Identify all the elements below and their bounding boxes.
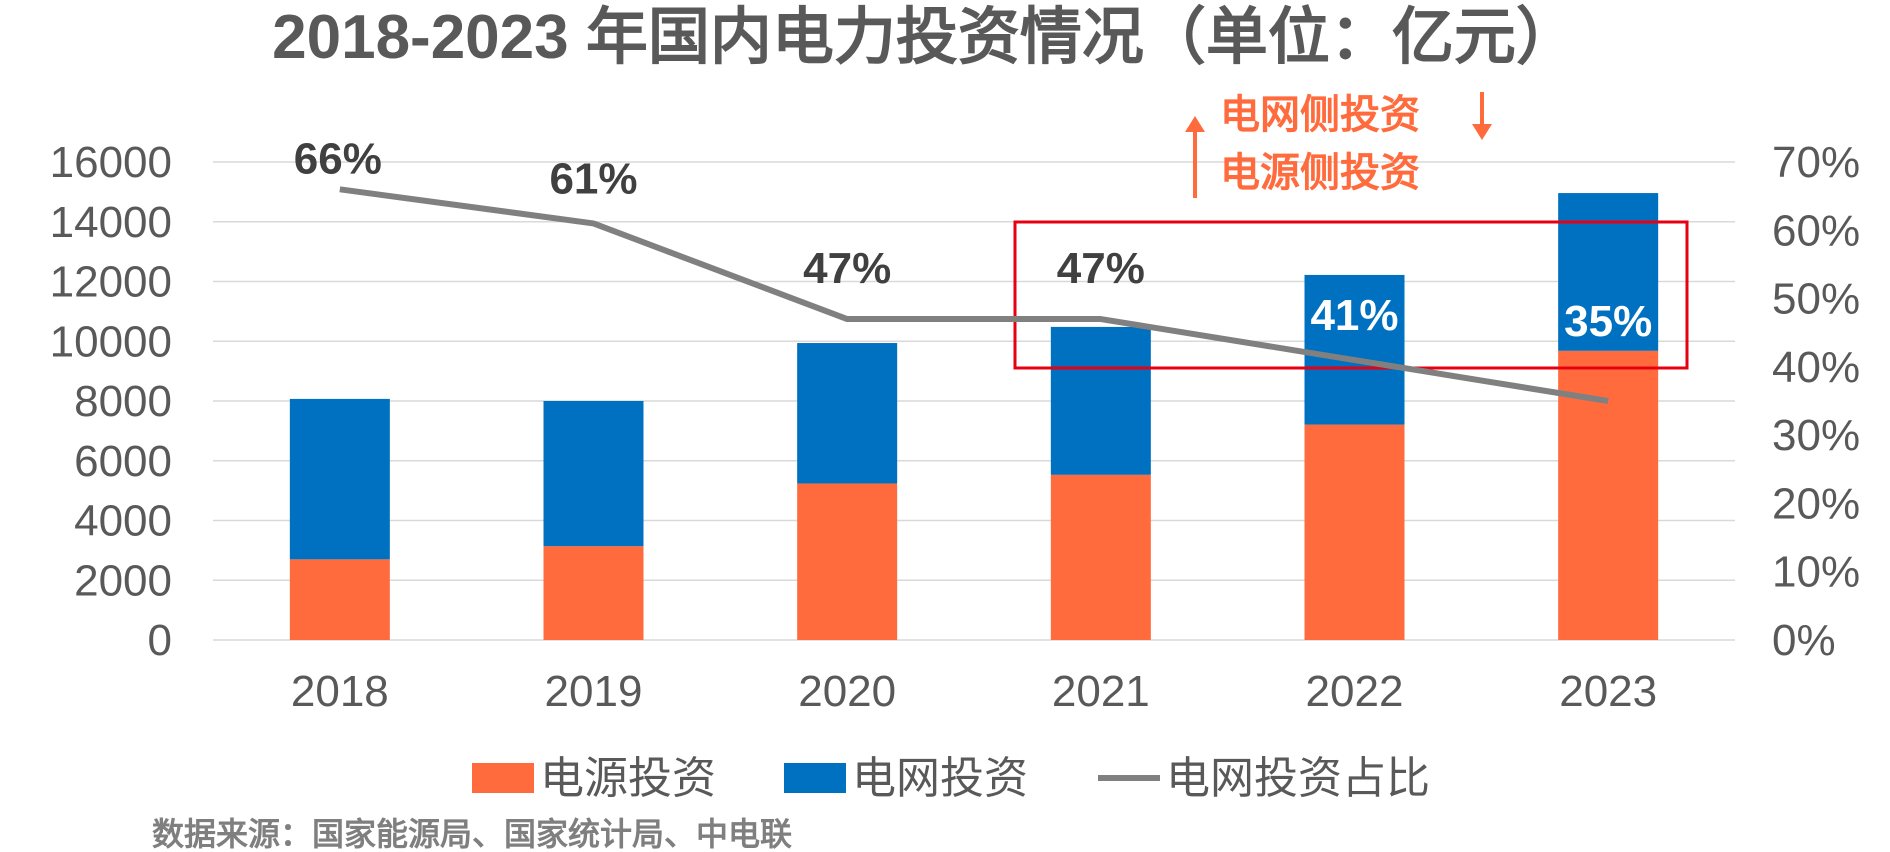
y-right-tick-label: 60% (1772, 206, 1860, 255)
share-line-path (339, 186, 1609, 404)
highlight-box (1013, 220, 1689, 370)
bar-grid (1304, 274, 1405, 425)
gridlines (213, 161, 1735, 641)
y-right-tick-label: 50% (1772, 275, 1860, 324)
bar-power-source (543, 546, 644, 640)
y-right-tick-label: 20% (1772, 479, 1860, 528)
left-axis: 0 2000 4000 6000 8000 10000 12000 14000 16000 (50, 138, 172, 665)
x-tick-label: 2022 (1306, 667, 1404, 716)
x-tick-label: 2020 (798, 667, 896, 716)
arrow-down-head-icon (1472, 124, 1492, 140)
share-label: 47% (1057, 244, 1145, 293)
y-left-tick-label: 10000 (50, 317, 172, 366)
share-label: 35% (1564, 297, 1652, 346)
y-left-tick-label: 8000 (74, 377, 172, 426)
legend-swatch-grid (784, 763, 846, 793)
legend-label-share: 电网投资占比 (1166, 754, 1430, 803)
y-left-tick-label: 2000 (74, 556, 172, 605)
share-labels: 66% 61% 47% 47% 41% 35% (294, 134, 1652, 346)
bar-grid (1558, 193, 1659, 351)
source-note: 数据来源：国家能源局、国家统计局、中电联 (152, 816, 792, 852)
legend-label-power-source: 电源投资 (540, 754, 716, 803)
x-tick-label: 2018 (291, 667, 389, 716)
bars (289, 193, 1659, 640)
share-line (339, 186, 1609, 404)
bar-grid (543, 401, 644, 547)
annotation: 电网侧投资 电源侧投资 (1185, 92, 1492, 198)
y-right-tick-label: 0% (1772, 616, 1836, 665)
bar-grid (289, 398, 390, 560)
y-left-tick-label: 12000 (50, 258, 172, 307)
share-label: 66% (294, 134, 382, 183)
legend: 电源投资 电网投资 电网投资占比 (472, 754, 1430, 803)
share-label: 47% (803, 244, 891, 293)
y-right-tick-label: 10% (1772, 548, 1860, 597)
bar-grid (1050, 326, 1151, 475)
share-label: 61% (549, 154, 637, 203)
x-tick-label: 2023 (1559, 667, 1657, 716)
legend-label-grid: 电网投资 (852, 754, 1028, 803)
bar-power-source (289, 559, 390, 640)
y-right-tick-label: 30% (1772, 411, 1860, 460)
share-label: 41% (1310, 291, 1398, 340)
right-axis: 0% 10% 20% 30% 40% 50% 60% 70% (1772, 138, 1860, 665)
y-left-tick-label: 14000 (50, 198, 172, 247)
y-left-tick-label: 4000 (74, 497, 172, 546)
arrow-up-head-icon (1185, 116, 1205, 132)
bar-power-source (1050, 474, 1151, 640)
y-left-tick-label: 0 (148, 616, 172, 665)
annotation-source-side: 电源侧投资 (1220, 151, 1420, 195)
x-tick-label: 2021 (1052, 667, 1150, 716)
y-right-tick-label: 40% (1772, 343, 1860, 392)
y-left-tick-label: 6000 (74, 437, 172, 486)
x-axis: 2018 2019 2020 2021 2022 2023 (291, 667, 1657, 716)
bar-power-source (1304, 424, 1405, 640)
legend-swatch-power-source (472, 763, 534, 793)
y-right-tick-label: 70% (1772, 138, 1860, 187)
bar-grid (797, 343, 898, 484)
bar-power-source (797, 483, 898, 640)
annotation-grid-side: 电网侧投资 (1220, 93, 1420, 137)
y-left-tick-label: 16000 (50, 138, 172, 187)
x-tick-label: 2019 (545, 667, 643, 716)
chart-title: 2018-2023 年国内电力投资情况（单位：亿元） (272, 2, 1578, 72)
